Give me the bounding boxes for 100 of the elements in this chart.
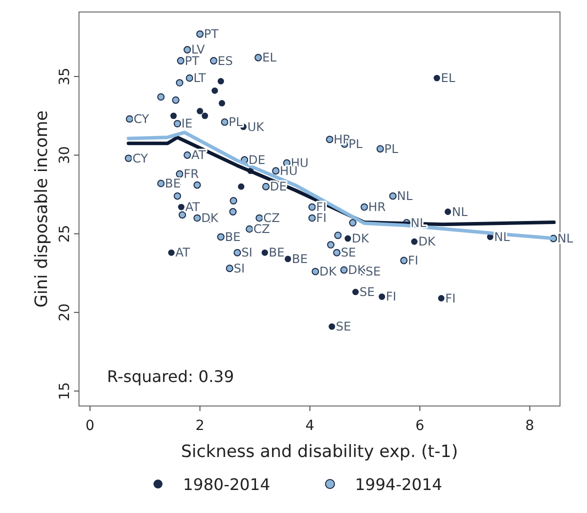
point [178, 204, 184, 210]
point [212, 87, 218, 94]
annotation: UK [247, 120, 266, 134]
point [360, 203, 368, 211]
annotation: DK [319, 264, 338, 279]
point [176, 170, 184, 178]
point [193, 214, 201, 222]
point [434, 74, 440, 82]
point [184, 151, 191, 159]
point [376, 145, 384, 153]
annotation: FI [445, 291, 456, 306]
point [438, 295, 444, 302]
point [184, 46, 191, 54]
annotation: SI [241, 246, 252, 260]
annotation: EL [440, 71, 456, 86]
annotation: BE [224, 230, 241, 244]
annotation: HR [368, 200, 386, 214]
point [326, 136, 334, 144]
x-tick-label: 0 [86, 418, 94, 434]
point [349, 219, 356, 226]
annotation: NL [452, 204, 468, 219]
point [196, 30, 204, 38]
legend-label: 1994-2014 [355, 475, 442, 494]
y-tick-label: 25 [57, 224, 73, 243]
x-axis-title: Sickness and disability exp. (t-1) [180, 442, 458, 462]
y-tick-label: 20 [57, 304, 73, 322]
annotation: AT [185, 200, 201, 214]
point [238, 183, 244, 190]
point [352, 288, 359, 296]
annotation: LT [193, 71, 207, 86]
x-tick-label: 6 [415, 418, 424, 434]
annotation: SI [234, 261, 245, 276]
point [308, 203, 316, 211]
point [157, 180, 165, 188]
point [340, 266, 348, 274]
point [157, 93, 165, 101]
annotation: EL [262, 50, 277, 65]
point [174, 120, 182, 128]
y-tick-label: 15 [57, 382, 73, 400]
annotation: FI [386, 290, 396, 304]
point [226, 264, 234, 272]
point [262, 182, 270, 190]
point [333, 248, 341, 256]
annotation: CY [134, 112, 150, 126]
x-tick-label: 8 [525, 418, 534, 434]
annotation: AT [175, 246, 191, 260]
point [272, 167, 280, 175]
point [262, 249, 268, 256]
point [176, 79, 184, 86]
point [229, 208, 237, 216]
y-tick-label: 35 [57, 68, 73, 86]
annotation: PL [384, 142, 398, 156]
legend-label: 1980-2014 [183, 475, 270, 494]
annotation: SE [336, 320, 352, 334]
point [124, 154, 132, 162]
annotation: AT [191, 148, 207, 162]
annotation: DK [201, 211, 220, 226]
annotation: PT [204, 27, 220, 42]
annotation: NL [410, 216, 427, 230]
point [256, 214, 264, 222]
point [218, 100, 226, 106]
point [411, 238, 418, 245]
point [308, 214, 316, 222]
point [168, 249, 175, 256]
annotation: R-squared: 0.39 [107, 367, 234, 386]
annotation: SE [366, 264, 381, 279]
point [174, 192, 182, 200]
point [202, 112, 208, 119]
annotation: FI [408, 254, 418, 268]
annotation: DK [418, 234, 437, 249]
point [230, 197, 238, 204]
point [344, 235, 352, 242]
point [210, 57, 218, 64]
point [126, 115, 134, 123]
point [178, 211, 186, 219]
point [444, 208, 452, 215]
annotation: DE [248, 152, 266, 167]
annotation: DK [352, 231, 370, 246]
point [378, 293, 386, 300]
annotation: ES [218, 54, 233, 68]
point [234, 248, 242, 256]
point [193, 181, 201, 189]
annotation: FR [184, 167, 199, 182]
point [218, 78, 224, 84]
point [176, 57, 184, 64]
point [389, 192, 397, 200]
point [186, 74, 194, 82]
point [172, 96, 180, 104]
point [334, 232, 342, 240]
point [284, 256, 292, 262]
point [327, 241, 334, 248]
point [312, 268, 320, 276]
annotation: IE [181, 116, 193, 131]
annotation: BE [268, 246, 285, 260]
y-tick-label: 30 [57, 146, 73, 164]
annotation: SE [340, 246, 356, 260]
point [217, 233, 225, 241]
annotation: CY [132, 151, 149, 166]
point [246, 225, 254, 233]
annotation: PL [348, 137, 363, 152]
